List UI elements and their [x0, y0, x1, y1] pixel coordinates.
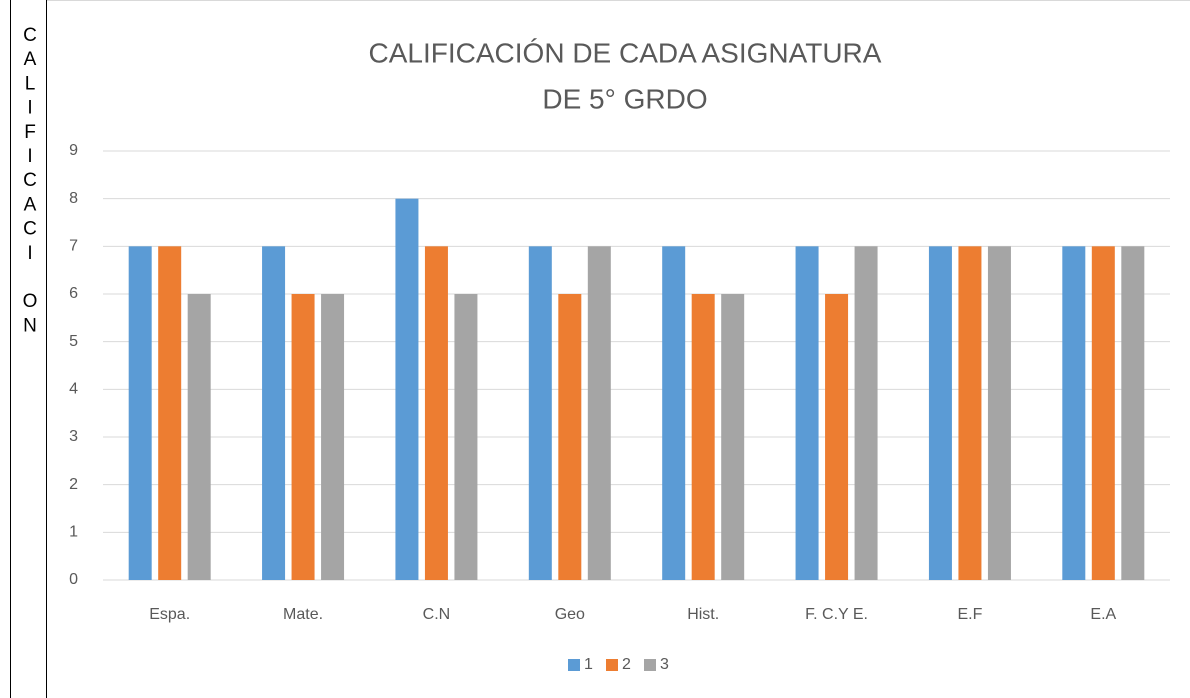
bar — [587, 246, 611, 581]
x-tick-label: Mate. — [283, 606, 323, 623]
legend-swatch — [644, 659, 656, 671]
bar — [128, 246, 152, 581]
bar — [321, 294, 345, 580]
bar — [987, 246, 1011, 581]
bar — [1091, 246, 1115, 581]
y-tick-label: 1 — [69, 524, 78, 541]
x-tick-label: Espa. — [149, 606, 190, 623]
chart-title: DE 5° GRDO — [542, 83, 707, 114]
legend-label: 1 — [584, 656, 593, 673]
y-tick-label: 2 — [69, 476, 78, 493]
x-tick-label: E.A — [1090, 606, 1116, 623]
bar — [187, 294, 211, 580]
bar — [454, 294, 478, 580]
bar — [662, 246, 686, 581]
bar — [795, 246, 819, 581]
chart-title: CALIFICACIÓN DE CADA ASIGNATURA — [369, 37, 882, 68]
bar — [928, 246, 952, 581]
x-tick-label: C.N — [423, 606, 451, 623]
y-tick-label: 0 — [69, 571, 78, 588]
bar — [958, 246, 982, 581]
bar — [825, 294, 849, 580]
x-tick-label: E.F — [957, 606, 982, 623]
legend-swatch — [606, 659, 618, 671]
bar — [721, 294, 745, 580]
x-tick-label: Geo — [555, 606, 585, 623]
bar — [424, 246, 448, 581]
bar — [528, 246, 552, 581]
y-tick-label: 8 — [69, 190, 78, 207]
x-tick-label: Hist. — [687, 606, 719, 623]
y-tick-label: 7 — [69, 238, 78, 255]
legend-swatch — [568, 659, 580, 671]
bar — [395, 198, 419, 580]
legend-label: 2 — [622, 656, 631, 673]
bar — [691, 294, 715, 580]
bar — [1062, 246, 1086, 581]
y-tick-label: 4 — [69, 381, 78, 398]
y-tick-label: 6 — [69, 285, 78, 302]
bar — [558, 294, 582, 580]
bar — [158, 246, 182, 581]
bar — [262, 246, 286, 581]
y-tick-label: 3 — [69, 428, 78, 445]
y-tick-label: 5 — [69, 333, 78, 350]
bar — [1121, 246, 1145, 581]
y-tick-label: 9 — [69, 142, 78, 159]
bar — [291, 294, 315, 580]
legend-label: 3 — [660, 656, 669, 673]
y-label-box — [10, 0, 47, 698]
x-tick-label: F. C.Y E. — [805, 606, 868, 623]
bar — [854, 246, 878, 581]
